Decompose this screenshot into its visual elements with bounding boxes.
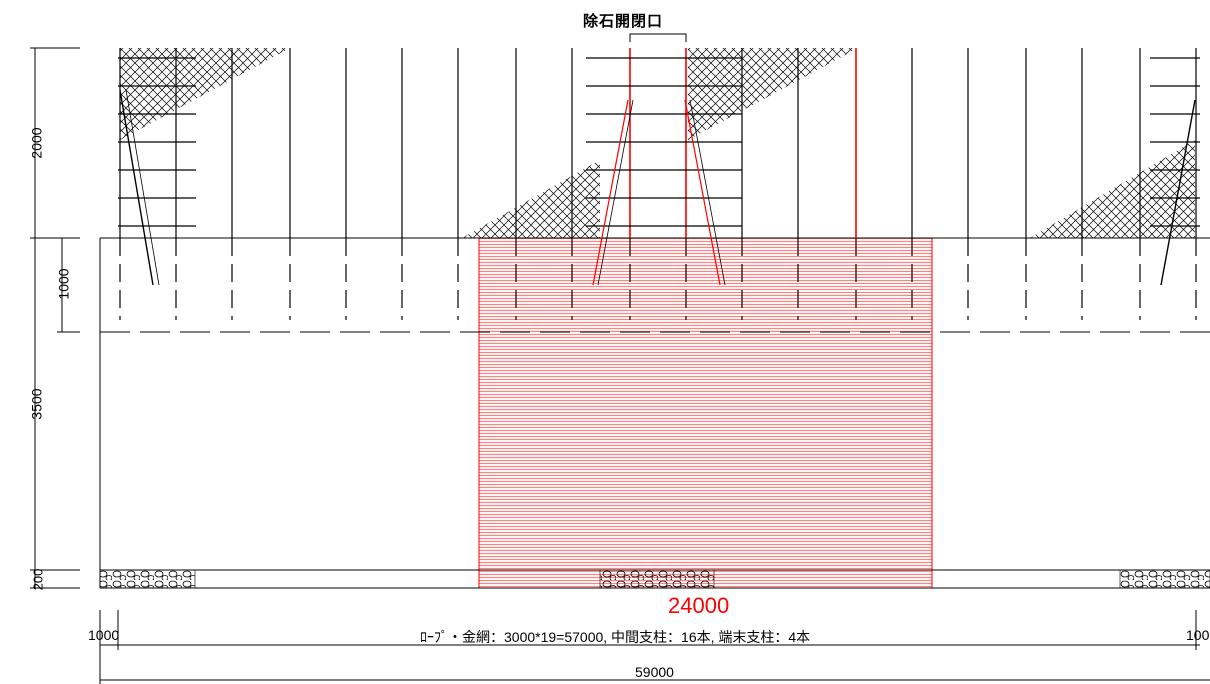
net-hatch-center: [462, 160, 600, 238]
highlight-region: [478, 237, 933, 589]
dim-200-label: 200: [30, 568, 46, 591]
brace-right: [1160, 99, 1196, 286]
opening-bracket: [629, 33, 687, 42]
foundation-stones-center: [599, 569, 715, 589]
brace-left-2: [125, 89, 160, 286]
rope-rails: [118, 57, 1200, 227]
foundation-stones-right: [1119, 569, 1210, 589]
right-end-dimension: 100: [1186, 627, 1210, 643]
brace-center-1: [592, 99, 629, 286]
brace-left: [119, 89, 154, 286]
fence-posts: [119, 48, 1197, 320]
brace-center-2b: [689, 99, 726, 286]
net-hatch-center-right: [688, 48, 858, 140]
dim-1000-label: 1000: [55, 268, 72, 300]
brace-center-1b: [597, 99, 634, 286]
total-length-dimension: 59000: [635, 664, 674, 680]
net-hatch-right: [1030, 140, 1195, 238]
net-hatch-left: [120, 48, 290, 140]
materials-note: ﾛｰﾌﾟ・金網：3000*19=57000, 中間支柱：16本, 端末支柱：4本: [420, 629, 811, 645]
dim-2000-label: 2000: [28, 127, 45, 159]
foundation-stones-left: [99, 569, 196, 589]
highlight-dimension: 24000: [668, 593, 730, 618]
left-end-dimension: 1000: [88, 627, 120, 643]
brace-center-2: [684, 99, 721, 286]
dim-3500-label: 3500: [28, 388, 45, 420]
opening-title: 除石開閉口: [583, 13, 664, 30]
